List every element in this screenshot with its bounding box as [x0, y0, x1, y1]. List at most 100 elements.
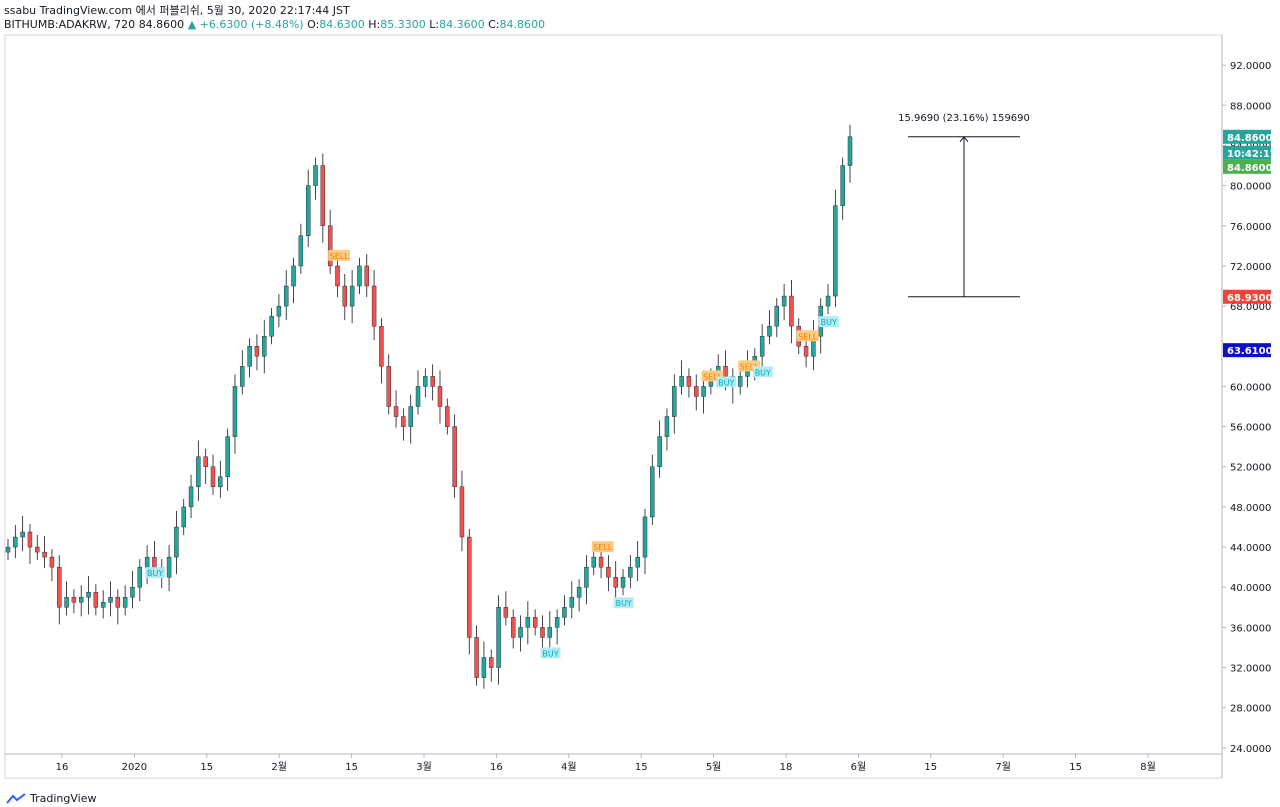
chart-header: ssabu TradingView.com 에서 퍼블리쉬, 5월 30, 20…: [4, 4, 545, 32]
candle-body: [262, 336, 267, 357]
signal-box: [818, 316, 839, 328]
sell-signal: SELL: [328, 249, 351, 261]
candle: [35, 535, 40, 561]
candle: [532, 609, 538, 636]
candle-body: [569, 597, 574, 608]
candle-body: [496, 607, 501, 668]
candle: [459, 470, 465, 552]
signal-label: BUY: [542, 649, 558, 658]
candle: [811, 320, 816, 371]
candle-body: [701, 386, 706, 397]
candle-body: [540, 627, 545, 638]
candle: [137, 559, 143, 602]
candle-body: [49, 556, 55, 568]
candle-body: [847, 136, 853, 166]
sell-signal: SELL: [796, 330, 819, 342]
candle-body: [232, 386, 238, 437]
candle-body: [108, 597, 113, 603]
candle: [562, 595, 567, 626]
countdown-tag-box: [1223, 145, 1271, 160]
signal-box: [613, 597, 634, 609]
candle-body: [305, 185, 311, 237]
buy-signal: BUY: [818, 316, 839, 328]
candle-body: [774, 305, 779, 327]
signal-label: SELL: [740, 362, 760, 371]
brand-label: TradingView: [30, 792, 97, 805]
publish-info: ssabu TradingView.com 에서 퍼블리쉬, 5월 30, 20…: [4, 4, 350, 17]
candle: [635, 541, 640, 582]
candle: [313, 157, 318, 200]
candle-body: [144, 556, 150, 568]
candle-body: [379, 325, 384, 367]
candle: [108, 581, 113, 617]
candle: [789, 279, 794, 344]
candle-body: [467, 536, 472, 638]
candle-body: [606, 566, 611, 578]
candle-body: [122, 597, 128, 608]
y-tick-label: 68.0000: [1230, 302, 1271, 313]
candle: [93, 584, 99, 616]
candle-body: [13, 536, 18, 548]
candle: [664, 408, 670, 451]
candle-body: [188, 486, 194, 508]
close-price-tag-box: [1223, 159, 1271, 174]
x-tick-label: 15: [200, 762, 213, 773]
candle: [276, 294, 282, 328]
candle: [489, 649, 494, 682]
signal-label: BUY: [718, 378, 734, 387]
candle-body: [20, 531, 25, 538]
change-value: +6.6300 (+8.48%): [199, 18, 304, 31]
candle-body: [525, 617, 531, 628]
candle-body: [349, 285, 355, 307]
candle: [401, 408, 406, 441]
candle-body: [510, 617, 516, 638]
signal-box: [591, 541, 614, 553]
candle: [335, 257, 340, 298]
candle-body: [620, 576, 626, 588]
y-tick-label: 72.0000: [1230, 262, 1271, 273]
candle-body: [664, 416, 670, 437]
countdown-tag: 10:42:17: [1223, 145, 1277, 160]
candle: [584, 555, 589, 605]
candle-body: [554, 617, 560, 628]
x-tick-label: 3월: [416, 761, 432, 773]
candle: [232, 374, 238, 454]
candle: [386, 354, 391, 415]
last-price-tag: 84.8600: [1223, 129, 1273, 144]
y-tick-label: 36.0000: [1230, 623, 1271, 634]
signal-label: SELL: [593, 543, 613, 552]
low-value: 84.3600: [439, 18, 485, 31]
close-price-tag: 84.8600: [1223, 159, 1273, 174]
candle-body: [613, 576, 618, 588]
candle: [496, 595, 501, 685]
candle: [452, 414, 457, 498]
candle: [115, 589, 121, 625]
candle-body: [679, 376, 684, 387]
red-price-tag-text: 68.9300: [1227, 293, 1273, 304]
candle-body: [789, 295, 794, 327]
candle: [679, 360, 684, 395]
candle: [349, 269, 355, 324]
candle: [415, 370, 421, 415]
symbol-label[interactable]: BITHUMB:ADAKRW, 720: [4, 18, 136, 31]
countdown-tag-text: 10:42:17: [1227, 149, 1277, 160]
candle: [525, 601, 531, 645]
candle: [481, 641, 487, 689]
last-price: 84.8600: [138, 18, 185, 31]
candle-body: [474, 637, 479, 678]
candle-body: [247, 346, 252, 367]
candle-body: [100, 602, 106, 608]
candle: [5, 539, 11, 561]
y-tick-label: 48.0000: [1230, 503, 1271, 514]
footer: TradingView: [6, 792, 96, 805]
candle-body: [408, 406, 413, 427]
x-tick-label: 15: [345, 762, 358, 773]
candle-body: [254, 346, 260, 357]
y-tick-label: 76.0000: [1230, 222, 1271, 233]
measure-arrow-icon: [959, 136, 969, 143]
candle: [547, 611, 553, 652]
signal-label: BUY: [147, 569, 163, 578]
candle: [613, 561, 618, 605]
candle: [210, 454, 216, 495]
